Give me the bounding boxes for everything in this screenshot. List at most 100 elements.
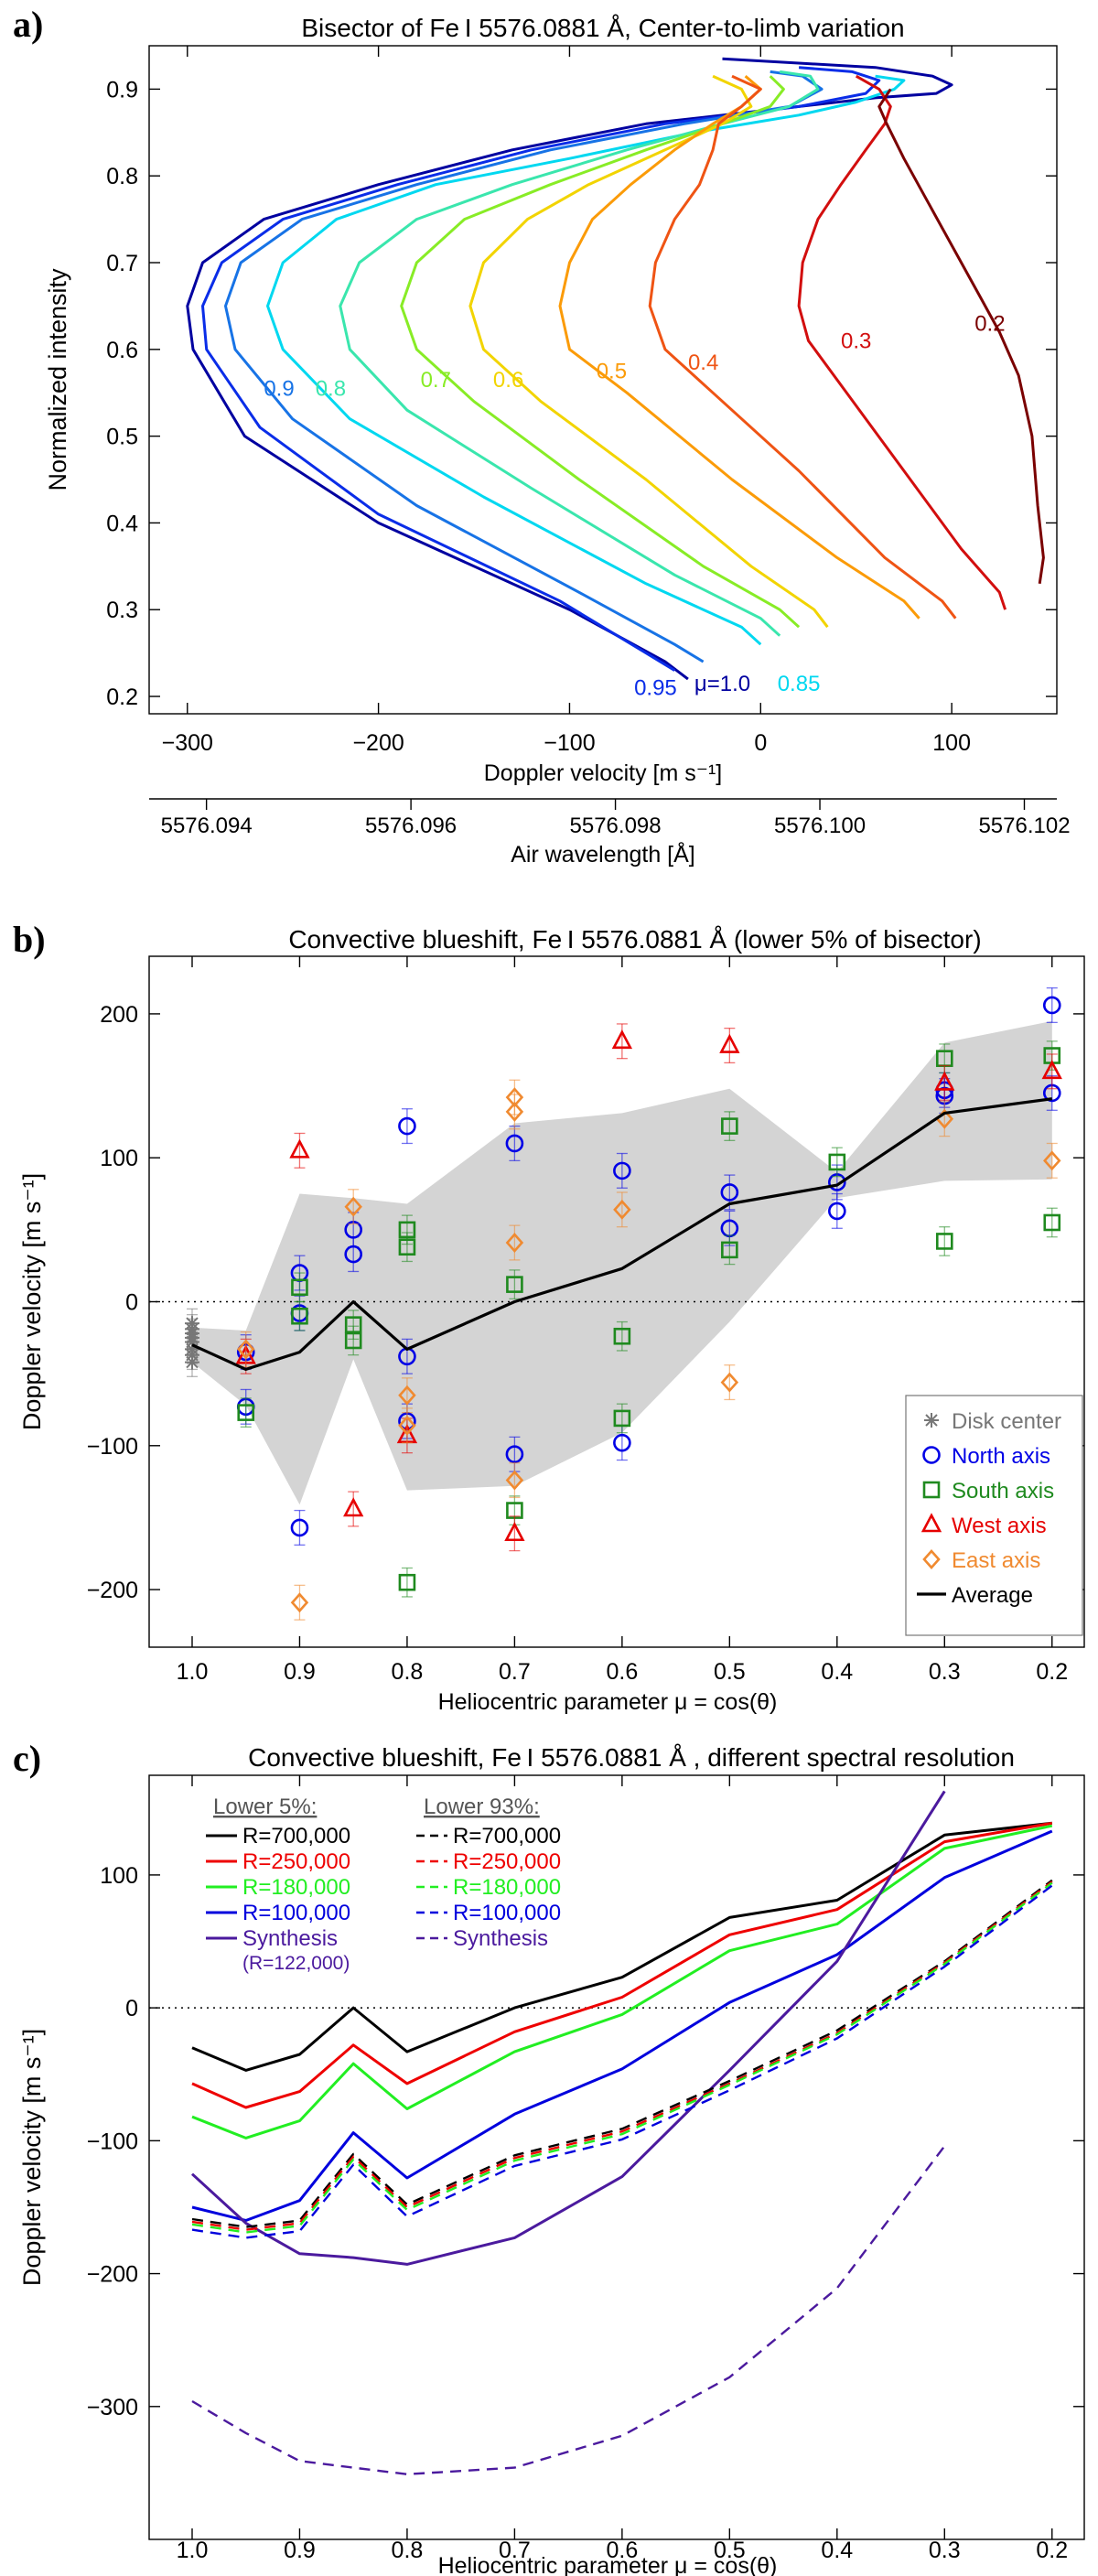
series-line-lower5-r250000 xyxy=(191,1821,1053,2109)
average-line xyxy=(191,1097,1053,1371)
x-tick-label: 0.3 xyxy=(929,2538,961,2563)
x-tick-label: 0.4 xyxy=(821,2538,853,2563)
data-point-west-axis xyxy=(1041,1060,1062,1080)
y-tick-label: 0.8 xyxy=(106,164,138,189)
legend-marker xyxy=(922,1481,941,1499)
legend-label: West axis xyxy=(952,1514,1047,1538)
y-tick-label: 0.2 xyxy=(106,684,138,710)
panel-b: b) Convective blueshift, Fe I 5576.0881 Å… xyxy=(13,919,1085,1715)
data-point-north-axis xyxy=(613,1161,631,1180)
y-tick-label: 0.6 xyxy=(106,338,138,363)
data-point-south-axis xyxy=(721,1117,738,1135)
bisector-label: 0.9 xyxy=(264,376,294,401)
bisector-label: 0.95 xyxy=(634,676,677,701)
y-tick-label: 0.3 xyxy=(106,598,138,623)
bisector-label: 0.2 xyxy=(974,311,1005,336)
data-point-south-axis xyxy=(721,1241,738,1259)
data-point-east-axis xyxy=(505,1233,524,1253)
data-point-east-axis xyxy=(236,1339,255,1360)
bisector-label: 0.85 xyxy=(778,672,821,696)
data-point-east-axis xyxy=(505,1470,524,1491)
plot-frame xyxy=(148,1774,1085,2540)
series-line-lower5-r180000 xyxy=(191,1824,1053,2139)
legend-label: Average xyxy=(952,1583,1033,1608)
panel-c: c) Convective blueshift, Fe I 5576.0881 Å… xyxy=(13,1738,1085,2576)
x-axis-label: Heliocentric parameter μ = cos(θ) xyxy=(438,2553,778,2576)
bisector-label: 0.3 xyxy=(841,329,871,353)
y-axis-label: Doppler velocity [m s⁻¹] xyxy=(18,1173,46,1430)
legend-label: R=180,000 xyxy=(242,1875,350,1900)
y-tick-label: −300 xyxy=(87,2395,138,2420)
x-tick-label: 0.9 xyxy=(284,2538,316,2563)
series-line-lower5-synthesis xyxy=(190,1790,946,2266)
series-line-lower93-synthesis xyxy=(191,2145,946,2475)
panel-label: a) xyxy=(13,4,43,45)
legend-marker xyxy=(922,1549,941,1569)
data-point-east-axis xyxy=(505,1101,524,1122)
bisector-line-0.6 xyxy=(468,74,829,629)
x-tick-label: −100 xyxy=(544,730,595,756)
y-tick-label: 0.5 xyxy=(106,425,138,450)
data-point-east-axis xyxy=(398,1385,416,1406)
x-tick-label: 0 xyxy=(754,730,767,756)
data-point-north-axis xyxy=(344,1245,362,1264)
wavelength-tick-label: 5576.102 xyxy=(978,814,1070,838)
bisector-label: μ=1.0 xyxy=(694,672,750,696)
y-tick-label: −200 xyxy=(87,1578,138,1603)
chart-title: Convective blueshift, Fe I 5576.0881 Å ,… xyxy=(248,1743,1015,1772)
data-point-disk-center xyxy=(184,1354,199,1370)
data-point-north-axis xyxy=(613,1433,631,1452)
chart-title: Convective blueshift, Fe I 5576.0881 Å (… xyxy=(288,925,981,954)
data-point-north-axis xyxy=(505,1134,524,1153)
data-point-disk-center xyxy=(184,1321,199,1337)
x-tick-label: −200 xyxy=(352,730,404,756)
data-point-north-axis xyxy=(290,1518,309,1537)
x-axis-label: Heliocentric parameter μ = cos(θ) xyxy=(438,1689,778,1715)
x-tick-label: 0.5 xyxy=(714,1659,746,1685)
bisector-line-0.95 xyxy=(201,66,881,672)
y-axis-label: Normalized intensity xyxy=(44,268,71,491)
x-tick-label: 0.3 xyxy=(929,1659,961,1685)
data-point-north-axis xyxy=(828,1202,846,1221)
y-tick-label: 0 xyxy=(125,1290,138,1316)
bisector-line-0.85 xyxy=(266,74,906,646)
data-point-north-axis xyxy=(720,1183,739,1202)
bisector-line-0.8 xyxy=(339,70,820,637)
x-axis-label: Doppler velocity [m s⁻¹] xyxy=(484,760,723,786)
bisector-line-μ=1.0 xyxy=(186,57,953,681)
bisector-line-0.4 xyxy=(648,74,957,620)
y-tick-label: 0.9 xyxy=(106,77,138,102)
data-point-north-axis xyxy=(1042,996,1061,1015)
data-point-west-axis xyxy=(934,1071,955,1091)
wavelength-tick-label: 5576.094 xyxy=(161,814,253,838)
bisector-label: 0.6 xyxy=(493,368,523,393)
x-tick-label: 0.5 xyxy=(714,2538,746,2563)
x-tick-label: 0.2 xyxy=(1036,2538,1068,2563)
legend-label: Disk center xyxy=(952,1409,1061,1434)
legend-label: Synthesis xyxy=(242,1926,338,1951)
data-point-south-axis xyxy=(398,1573,416,1591)
bisector-line-0.7 xyxy=(400,75,801,629)
series-line-lower5-r100000 xyxy=(191,1829,1053,2222)
data-point-west-axis xyxy=(343,1497,364,1517)
data-point-south-axis xyxy=(613,1327,631,1345)
wavelength-axis-label: Air wavelength [Å] xyxy=(511,840,695,868)
y-tick-label: −100 xyxy=(87,2129,138,2154)
legend-header: Lower 5%: xyxy=(213,1795,317,1819)
data-point-south-axis xyxy=(344,1331,362,1350)
data-point-west-axis xyxy=(611,1029,633,1050)
wavelength-tick-label: 5576.100 xyxy=(774,814,866,838)
data-point-west-axis xyxy=(289,1138,310,1159)
x-tick-label: 1.0 xyxy=(177,2538,209,2563)
legend-label: North axis xyxy=(952,1444,1050,1469)
legend-sublabel: (R=122,000) xyxy=(242,1953,350,1974)
y-tick-label: 0.4 xyxy=(106,511,138,536)
x-tick-label: 1.0 xyxy=(177,1659,209,1685)
data-point-south-axis xyxy=(291,1278,308,1297)
legend-label: R=100,000 xyxy=(453,1901,561,1925)
x-tick-label: −300 xyxy=(162,730,213,756)
series-line-lower93-r100000 xyxy=(191,1884,1053,2239)
x-tick-label: 0.9 xyxy=(284,1659,316,1685)
x-tick-label: 0.6 xyxy=(606,1659,638,1685)
bisector-line-0.3 xyxy=(797,74,1007,610)
